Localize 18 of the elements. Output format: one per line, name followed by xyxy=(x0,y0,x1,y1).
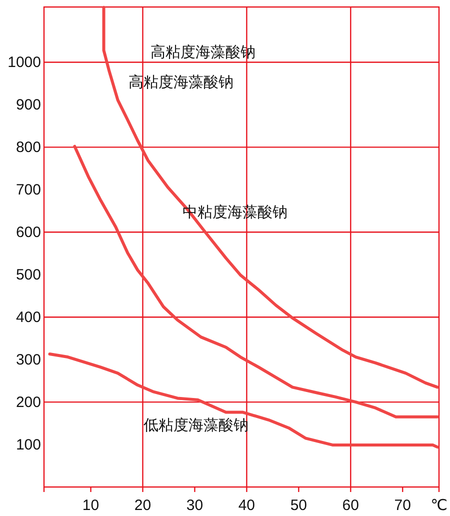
x-tick-label: 30 xyxy=(186,497,204,514)
y-tick-label: 500 xyxy=(16,266,41,284)
y-tick-label: 600 xyxy=(16,224,41,242)
y-tick-label: 900 xyxy=(16,96,41,114)
y-tick-label: 100 xyxy=(16,436,41,454)
x-tick-label: 20 xyxy=(134,497,152,514)
y-tick-label: 800 xyxy=(16,139,41,156)
y-tick-label: 200 xyxy=(16,394,41,412)
y-tick-label: 1000 xyxy=(8,54,41,72)
y-tick-label: 700 xyxy=(16,182,41,199)
y-tick-label: 300 xyxy=(16,352,41,369)
x-tick-label: 10 xyxy=(82,497,100,514)
x-tick-label: 70 xyxy=(394,497,411,514)
x-tick-label: 60 xyxy=(342,497,359,514)
x-tick-label: 40 xyxy=(238,497,256,514)
x-tick-label: 50 xyxy=(290,497,308,514)
y-tick-label: 400 xyxy=(16,309,41,326)
x-tick-label: ℃ xyxy=(430,497,448,514)
